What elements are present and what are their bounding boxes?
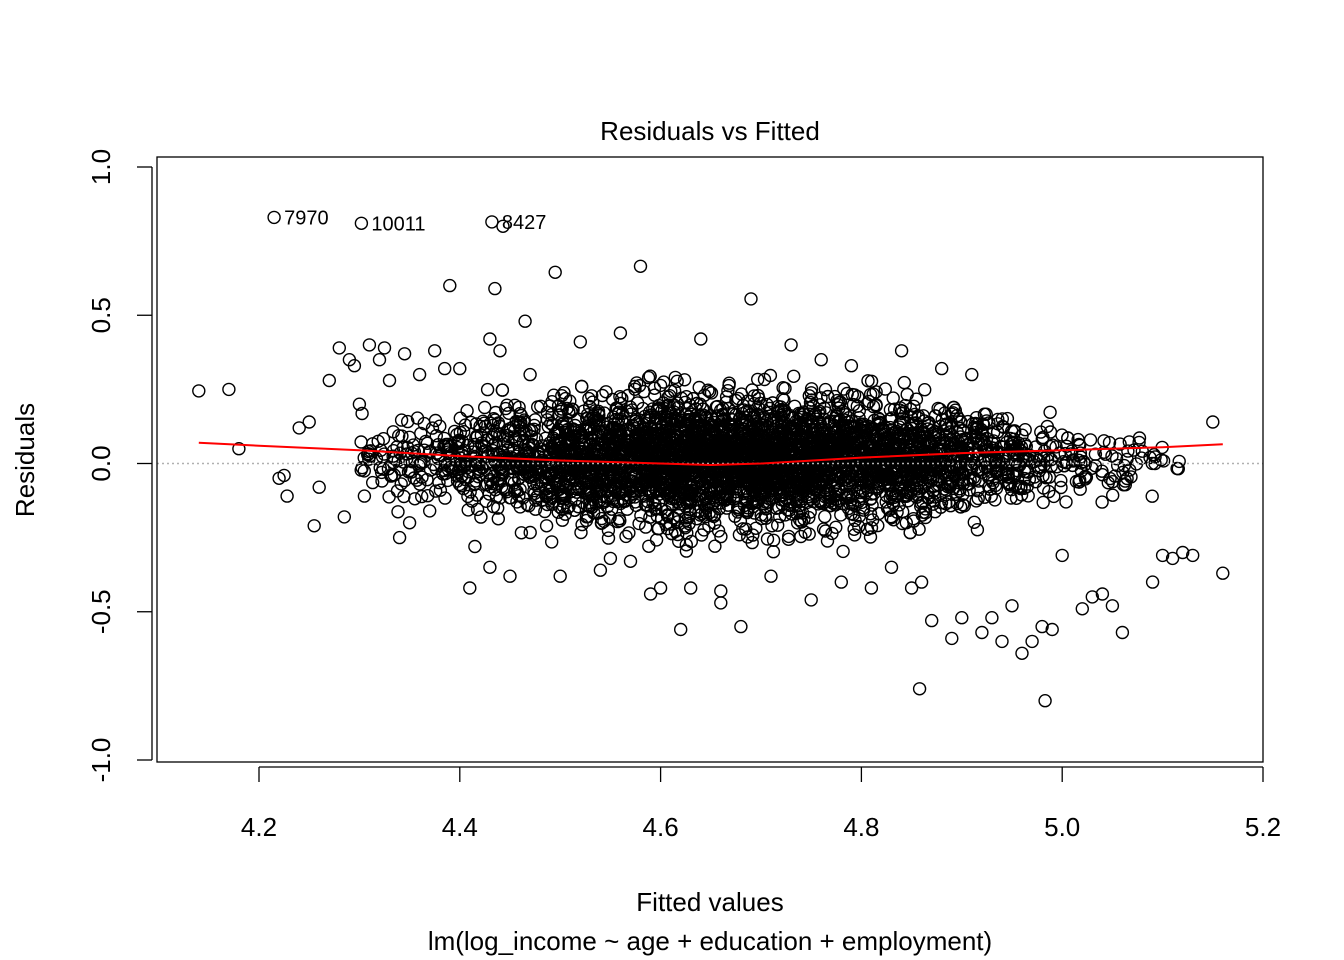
x-tick-label: 5.2: [1245, 812, 1281, 842]
y-tick-label: 1.0: [86, 149, 116, 185]
x-tick-label: 5.0: [1044, 812, 1080, 842]
x-tick-label: 4.6: [643, 812, 679, 842]
y-tick-label: -1.0: [86, 738, 116, 783]
point-label: 10011: [371, 213, 425, 235]
y-tick-label: 0.0: [86, 445, 116, 481]
x-tick-label: 4.4: [442, 812, 478, 842]
x-axis-label: Fitted values: [636, 887, 783, 917]
chart-title: Residuals vs Fitted: [600, 116, 820, 146]
model-formula-subtitle: lm(log_income ~ age + education + employ…: [428, 926, 992, 956]
x-tick-label: 4.2: [241, 812, 277, 842]
y-tick-label: -0.5: [86, 589, 116, 634]
y-axis-label: Residuals: [10, 403, 40, 517]
x-tick-label: 4.8: [843, 812, 879, 842]
point-label: 8427: [502, 212, 547, 234]
point-label: 7970: [284, 207, 329, 229]
y-tick-label: 0.5: [86, 297, 116, 333]
